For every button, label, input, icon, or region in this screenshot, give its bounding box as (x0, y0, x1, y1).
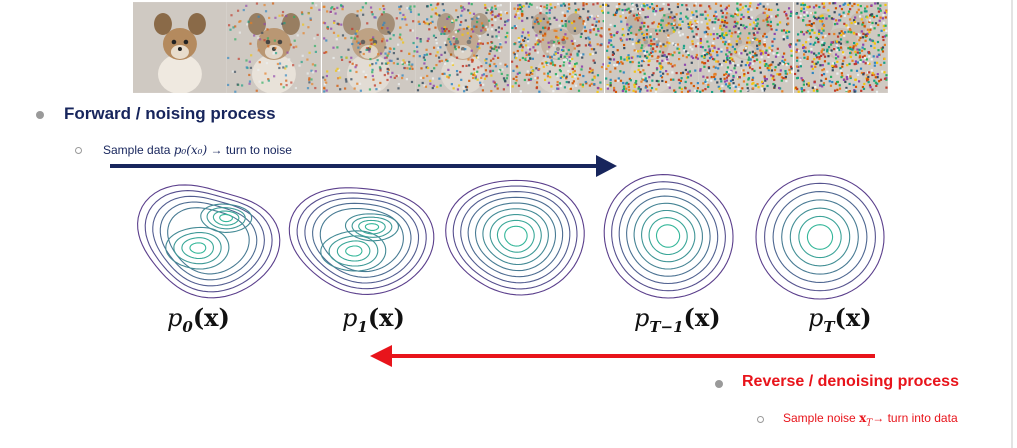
reverse-arrow (370, 345, 875, 367)
bullet-reverse (715, 380, 723, 388)
reverse-sub-label: Sample noise (783, 411, 856, 425)
forward-arrow (110, 155, 617, 177)
forward-sub-tail: → turn to noise (210, 143, 292, 157)
dog-illustration (153, 13, 206, 93)
reverse-subtext: Sample noise xT→ turn into data (783, 411, 958, 428)
noised-image-6 (604, 2, 699, 93)
contour-plot-pT-minus-1 (603, 174, 734, 299)
noised-image-5 (510, 2, 605, 93)
contour-plot-p1 (288, 187, 435, 295)
forward-sub-label: Sample data (103, 143, 171, 157)
forward-sub-math: p₀(x₀) (173, 143, 208, 157)
noised-image-3 (321, 2, 416, 93)
contour-plot-p0 (137, 184, 281, 299)
sub-bullet-forward (75, 147, 82, 154)
contour-plot-middle (445, 179, 585, 296)
noised-image-4 (416, 2, 510, 93)
noised-image-7 (699, 2, 794, 93)
label-pT-minus-1: pT−1(x) (634, 303, 721, 336)
forward-subtext: Sample data p₀(x₀) → turn to noise (103, 143, 292, 157)
sub-bullet-reverse (757, 416, 764, 423)
bullet-forward (36, 111, 44, 119)
label-p1: p1(x) (342, 303, 405, 336)
forward-heading: Forward / noising process (64, 104, 276, 123)
dog-illustration (248, 13, 301, 93)
slide-edge-divider (1011, 0, 1013, 448)
reverse-heading: Reverse / denoising process (742, 373, 959, 390)
noised-image-1 (133, 2, 227, 93)
noising-image-strip (133, 2, 888, 93)
noised-image-8 (793, 2, 888, 93)
reverse-sub-math: xT (859, 411, 873, 429)
label-p0: p0(x) (167, 303, 230, 336)
contour-plot-pT (755, 174, 885, 300)
reverse-sub-tail: → turn into data (872, 411, 958, 425)
noised-image-2 (227, 2, 322, 93)
label-pT: pT(x) (808, 303, 872, 336)
